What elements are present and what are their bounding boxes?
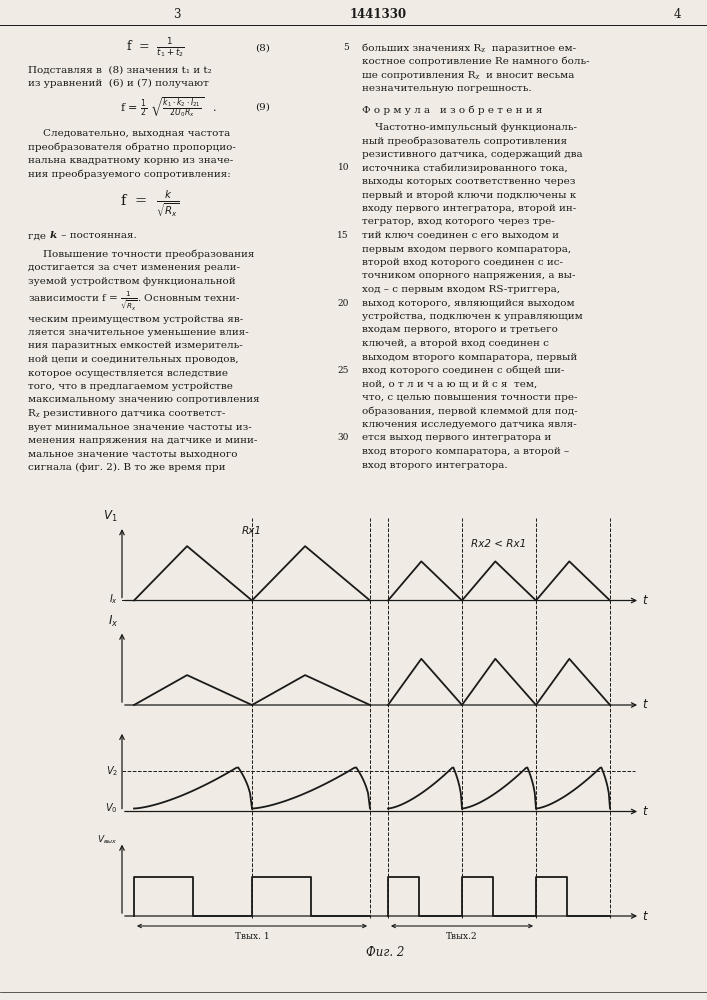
Text: второй вход которого соединен с ис-: второй вход которого соединен с ис-	[362, 258, 563, 267]
Text: 4: 4	[673, 8, 681, 21]
Text: костное сопротивление Rе намного боль-: костное сопротивление Rе намного боль-	[362, 57, 590, 66]
Text: 25: 25	[337, 366, 349, 375]
Text: больших значениях Rᵪ  паразитное ем-: больших значениях Rᵪ паразитное ем-	[362, 43, 576, 53]
Text: 1441330: 1441330	[350, 8, 407, 21]
Text: (9): (9)	[255, 103, 270, 112]
Text: первый и второй ключи подключены к: первый и второй ключи подключены к	[362, 190, 576, 200]
Text: 5: 5	[343, 43, 349, 52]
Text: образования, первой клеммой для под-: образования, первой клеммой для под-	[362, 406, 578, 416]
Text: ется выход первого интегратора и: ется выход первого интегратора и	[362, 434, 551, 442]
Text: Ф о р м у л а   и з о б р е т е н и я: Ф о р м у л а и з о б р е т е н и я	[362, 105, 542, 115]
Text: $V_1$: $V_1$	[103, 509, 118, 524]
Text: Rx2 < Rx1: Rx2 < Rx1	[472, 539, 527, 549]
Text: входам первого, второго и третьего: входам первого, второго и третьего	[362, 326, 558, 334]
Text: нальна квадратному корню из значе-: нальна квадратному корню из значе-	[28, 156, 233, 165]
Text: зависимости f = $\frac{1}{\sqrt{R_x}}$. Основным техни-: зависимости f = $\frac{1}{\sqrt{R_x}}$. …	[28, 289, 240, 313]
Text: ния преобразуемого сопротивления:: ния преобразуемого сопротивления:	[28, 169, 230, 179]
Text: t: t	[642, 910, 647, 922]
Text: t: t	[642, 594, 647, 607]
Text: f  =  $\frac{k}{\sqrt{R_x}}$: f = $\frac{k}{\sqrt{R_x}}$	[120, 189, 180, 219]
Text: Подставляя в  (8) значения t₁ и t₂: Подставляя в (8) значения t₁ и t₂	[28, 66, 212, 75]
Text: Частотно-импульсный функциональ-: Частотно-импульсный функциональ-	[362, 123, 577, 132]
Text: менения напряжения на датчике и мини-: менения напряжения на датчике и мини-	[28, 436, 257, 445]
Text: выход которого, являющийся выходом: выход которого, являющийся выходом	[362, 298, 575, 308]
Text: тий ключ соединен с его выходом и: тий ключ соединен с его выходом и	[362, 231, 559, 240]
Text: t: t	[642, 805, 647, 818]
Text: Rx1: Rx1	[242, 526, 262, 536]
Text: $V_0$: $V_0$	[105, 802, 118, 815]
Text: из уравнений  (6) и (7) получают: из уравнений (6) и (7) получают	[28, 79, 209, 88]
Text: Твых. 1: Твых. 1	[235, 932, 269, 941]
Text: 15: 15	[337, 231, 349, 240]
Text: t: t	[642, 698, 647, 712]
Text: f  =  $\frac{1}{t_1 + t_2}$: f = $\frac{1}{t_1 + t_2}$	[126, 36, 185, 60]
Text: ческим преимуществом устройства яв-: ческим преимуществом устройства яв-	[28, 314, 243, 324]
Text: Rᵪ резистивного датчика соответст-: Rᵪ резистивного датчика соответст-	[28, 409, 226, 418]
Text: резистивного датчика, содержащий два: резистивного датчика, содержащий два	[362, 150, 583, 159]
Text: того, что в предлагаемом устройстве: того, что в предлагаемом устройстве	[28, 382, 233, 391]
Text: ход – с первым входом RS-триггера,: ход – с первым входом RS-триггера,	[362, 285, 560, 294]
Text: источника стабилизированного тока,: источника стабилизированного тока,	[362, 163, 568, 173]
Text: Твых.2: Твых.2	[446, 932, 478, 941]
Text: ляется значительное уменьшение влия-: ляется значительное уменьшение влия-	[28, 328, 249, 337]
Text: ной, о т л и ч а ю щ и й с я  тем,: ной, о т л и ч а ю щ и й с я тем,	[362, 379, 537, 388]
Text: незначительную погрешность.: незначительную погрешность.	[362, 84, 532, 93]
Text: выходом второго компаратора, первый: выходом второго компаратора, первый	[362, 353, 577, 361]
Text: входу первого интегратора, второй ин-: входу первого интегратора, второй ин-	[362, 204, 576, 213]
Text: сигнала (фиг. 2). В то же время при: сигнала (фиг. 2). В то же время при	[28, 463, 226, 472]
Text: $V_{вых}$: $V_{вых}$	[98, 833, 118, 846]
Text: преобразователя обратно пропорцио-: преобразователя обратно пропорцио-	[28, 142, 236, 152]
Text: мальное значение частоты выходного: мальное значение частоты выходного	[28, 450, 238, 458]
Text: $V_2$: $V_2$	[106, 764, 118, 778]
Text: зуемой устройством функциональной: зуемой устройством функциональной	[28, 276, 235, 286]
Text: первым входом первого компаратора,: первым входом первого компаратора,	[362, 244, 571, 253]
Text: f = $\frac{1}{2}$ $\sqrt{\frac{k_1 \cdot k_2 \cdot I_{21}}{2U_0 R_x}}$   .: f = $\frac{1}{2}$ $\sqrt{\frac{k_1 \cdot…	[120, 95, 218, 120]
Text: вход второго интегратора.: вход второго интегратора.	[362, 460, 508, 470]
Text: ния паразитных емкостей измеритель-: ния паразитных емкостей измеритель-	[28, 342, 243, 351]
Text: Повышение точности преобразования: Повышение точности преобразования	[43, 249, 255, 259]
Text: ключей, а второй вход соединен с: ключей, а второй вход соединен с	[362, 339, 549, 348]
Text: точником опорного напряжения, а вы-: точником опорного напряжения, а вы-	[362, 271, 575, 280]
Text: достигается за счет изменения реали-: достигается за счет изменения реали-	[28, 263, 240, 272]
Text: Следовательно, выходная частота: Следовательно, выходная частота	[43, 129, 230, 138]
Text: вход которого соединен с общей ши-: вход которого соединен с общей ши-	[362, 366, 564, 375]
Text: 30: 30	[338, 434, 349, 442]
Text: максимальному значению сопротивления: максимальному значению сопротивления	[28, 395, 259, 404]
Text: 3: 3	[173, 8, 181, 21]
Text: которое осуществляется вследствие: которое осуществляется вследствие	[28, 368, 228, 377]
Text: вход второго компаратора, а второй –: вход второго компаратора, а второй –	[362, 447, 569, 456]
Text: что, с целью повышения точности пре-: что, с целью повышения точности пре-	[362, 393, 578, 402]
Text: тегратор, вход которого через тре-: тегратор, вход которого через тре-	[362, 218, 555, 227]
Text: – постоянная.: – постоянная.	[58, 232, 136, 240]
Text: выходы которых соответственно через: выходы которых соответственно через	[362, 177, 575, 186]
Text: ше сопротивления Rᵪ  и вносит весьма: ше сопротивления Rᵪ и вносит весьма	[362, 70, 574, 80]
Text: Фиг. 2: Фиг. 2	[366, 946, 404, 959]
Text: ной цепи и соединительных проводов,: ной цепи и соединительных проводов,	[28, 355, 239, 364]
Text: ключения исследуемого датчика явля-: ключения исследуемого датчика явля-	[362, 420, 577, 429]
Text: где: где	[28, 232, 52, 240]
Text: 20: 20	[338, 298, 349, 308]
Text: $I_x$: $I_x$	[109, 593, 118, 606]
Text: вует минимальное значение частоты из-: вует минимальное значение частоты из-	[28, 422, 252, 432]
Text: $I_x$: $I_x$	[107, 614, 118, 629]
Text: k: k	[50, 232, 57, 240]
Text: устройства, подключен к управляющим: устройства, подключен к управляющим	[362, 312, 583, 321]
Text: (8): (8)	[255, 43, 270, 52]
Text: ный преобразователь сопротивления: ный преобразователь сопротивления	[362, 136, 567, 146]
Text: 10: 10	[337, 163, 349, 172]
